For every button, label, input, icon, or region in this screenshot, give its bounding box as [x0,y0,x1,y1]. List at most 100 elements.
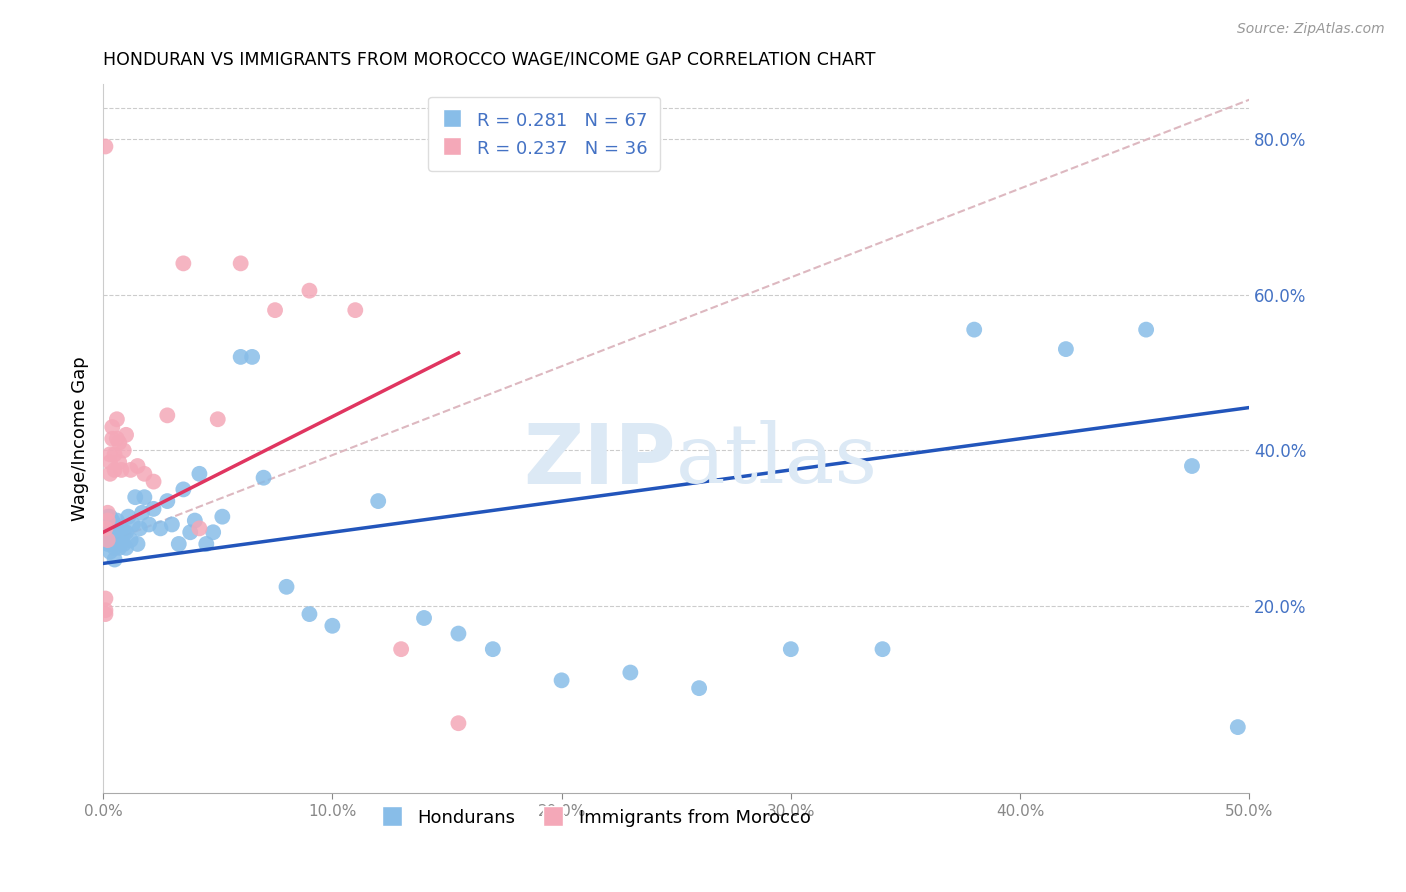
Hondurans [688,681,710,695]
Hondurans [179,525,201,540]
Hondurans [188,467,211,481]
Immigrants from Morocco [101,432,124,446]
Hondurans [160,517,183,532]
Hondurans [167,537,190,551]
Hondurans [149,521,172,535]
Hondurans [550,673,572,688]
Immigrants from Morocco [172,256,194,270]
Hondurans [1226,720,1249,734]
Hondurans [94,525,117,540]
Hondurans [413,611,436,625]
Immigrants from Morocco [112,443,135,458]
Immigrants from Morocco [101,420,124,434]
Hondurans [110,521,132,535]
Hondurans [240,350,263,364]
Hondurans [98,509,121,524]
Hondurans [298,607,321,621]
Hondurans [98,545,121,559]
Immigrants from Morocco [127,458,149,473]
Hondurans [447,626,470,640]
Immigrants from Morocco [97,514,120,528]
Immigrants from Morocco [142,475,165,489]
Hondurans [98,521,121,535]
Immigrants from Morocco [134,467,156,481]
Hondurans [276,580,298,594]
Hondurans [1181,458,1204,473]
Hondurans [367,494,389,508]
Hondurans [195,537,218,551]
Hondurans [112,525,135,540]
Hondurans [115,525,138,540]
Hondurans [105,525,128,540]
Hondurans [108,525,131,540]
Hondurans [321,619,343,633]
Immigrants from Morocco [105,432,128,446]
Hondurans [104,552,127,566]
Immigrants from Morocco [188,521,211,535]
Hondurans [1054,342,1077,356]
Hondurans [120,533,142,547]
Hondurans [138,517,160,532]
Immigrants from Morocco [98,455,121,469]
Immigrants from Morocco [94,591,117,606]
Hondurans [104,529,127,543]
Hondurans [128,521,150,535]
Text: ZIP: ZIP [523,419,676,500]
Hondurans [117,509,139,524]
Hondurans [122,517,145,532]
Immigrants from Morocco [120,463,142,477]
Hondurans [131,506,153,520]
Hondurans [229,350,252,364]
Hondurans [1135,323,1157,337]
Hondurans [97,537,120,551]
Y-axis label: Wage/Income Gap: Wage/Income Gap [72,357,89,521]
Immigrants from Morocco [447,716,470,731]
Hondurans [963,323,986,337]
Immigrants from Morocco [105,412,128,426]
Hondurans [482,642,505,657]
Immigrants from Morocco [98,447,121,461]
Text: Source: ZipAtlas.com: Source: ZipAtlas.com [1237,22,1385,37]
Hondurans [252,471,274,485]
Legend: Hondurans, Immigrants from Morocco: Hondurans, Immigrants from Morocco [374,802,818,834]
Hondurans [172,483,194,497]
Immigrants from Morocco [108,435,131,450]
Immigrants from Morocco [207,412,229,426]
Hondurans [98,533,121,547]
Hondurans [156,494,179,508]
Immigrants from Morocco [115,427,138,442]
Immigrants from Morocco [94,603,117,617]
Hondurans [108,541,131,555]
Hondurans [101,514,124,528]
Hondurans [127,537,149,551]
Immigrants from Morocco [108,455,131,469]
Immigrants from Morocco [98,467,121,481]
Immigrants from Morocco [156,409,179,423]
Immigrants from Morocco [94,521,117,535]
Text: HONDURAN VS IMMIGRANTS FROM MOROCCO WAGE/INCOME GAP CORRELATION CHART: HONDURAN VS IMMIGRANTS FROM MOROCCO WAGE… [103,51,876,69]
Hondurans [134,490,156,504]
Hondurans [105,514,128,528]
Hondurans [101,525,124,540]
Immigrants from Morocco [389,642,412,657]
Hondurans [110,533,132,547]
Hondurans [124,490,146,504]
Hondurans [101,537,124,551]
Hondurans [211,509,233,524]
Hondurans [202,525,225,540]
Hondurans [97,509,120,524]
Immigrants from Morocco [104,463,127,477]
Immigrants from Morocco [97,506,120,520]
Hondurans [104,517,127,532]
Hondurans [104,541,127,555]
Text: atlas: atlas [676,420,879,500]
Immigrants from Morocco [97,533,120,547]
Hondurans [779,642,801,657]
Immigrants from Morocco [344,303,367,318]
Immigrants from Morocco [104,447,127,461]
Immigrants from Morocco [298,284,321,298]
Hondurans [619,665,641,680]
Immigrants from Morocco [229,256,252,270]
Hondurans [872,642,894,657]
Immigrants from Morocco [94,607,117,621]
